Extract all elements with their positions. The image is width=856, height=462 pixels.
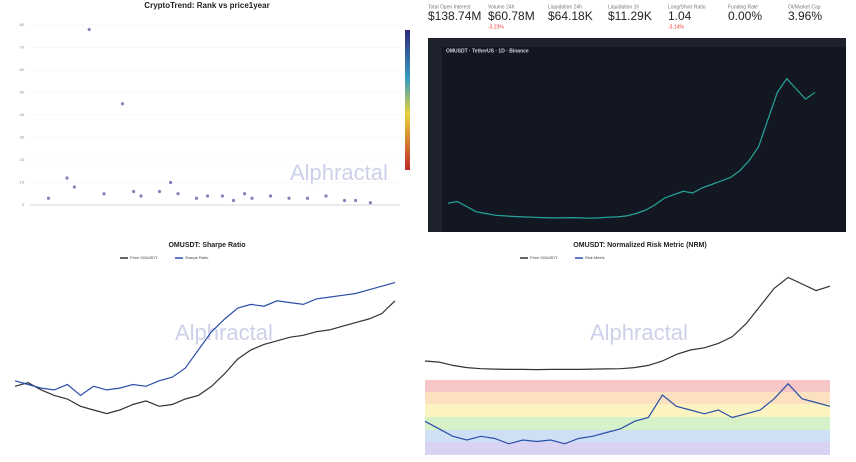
stat-value: 3.96%	[788, 9, 822, 23]
panel	[0, 0, 415, 232]
line	[447, 77, 816, 219]
y-tick-label: 20	[20, 157, 25, 162]
stat-label: Volume 24h	[488, 4, 515, 10]
point	[250, 196, 254, 200]
toolbar	[428, 38, 846, 47]
point	[206, 194, 210, 198]
stat-value: $138.74M	[428, 9, 481, 23]
watermark: Alphractal	[590, 320, 688, 345]
stat-label: Funding Rate	[728, 4, 758, 10]
point	[220, 194, 224, 198]
stat-value: 1.04	[668, 9, 692, 23]
stat-label: OI/Market Cap	[788, 4, 821, 10]
point	[139, 194, 143, 198]
y-tick-label: 30	[20, 135, 25, 140]
point	[354, 198, 358, 203]
watermark: Alphractal	[175, 320, 273, 345]
point	[46, 196, 51, 200]
chart-title: CryptoTrend: Rank vs price1year	[144, 1, 269, 10]
stat-label: Long/Short Ratio	[668, 4, 706, 10]
chart-title: OMUSDT · TetherUS · 1D · Binance	[446, 48, 529, 54]
chart-title: OMUSDT: Sharpe Ratio	[168, 242, 245, 249]
point	[132, 189, 136, 194]
line	[14, 300, 396, 415]
point	[194, 196, 199, 200]
legend-label: Risk Metric	[585, 255, 605, 260]
point	[231, 198, 236, 203]
point	[287, 196, 291, 200]
stat-value: 0.00%	[728, 9, 762, 23]
y-tick-label: 10	[20, 180, 25, 185]
stat-change: -3.23%	[488, 24, 504, 30]
legend-label: Price OMUSDT	[530, 255, 558, 260]
legend-label: Sharpe Ratio	[185, 255, 209, 260]
point	[268, 194, 273, 198]
point	[243, 192, 247, 196]
point	[169, 180, 173, 185]
line	[424, 382, 831, 445]
legend-label: Price OMUSDT	[130, 255, 158, 260]
point	[87, 27, 91, 32]
point	[324, 194, 328, 198]
line	[424, 276, 831, 371]
y-tick-label: 50	[20, 90, 25, 95]
point	[176, 192, 180, 196]
point	[72, 185, 76, 189]
stat-label: Total Open Interest	[428, 4, 471, 10]
stat-change: -3.14%	[668, 24, 684, 30]
side-toolbar	[428, 47, 442, 232]
y-tick-label: 60	[20, 67, 25, 72]
y-tick-label: 70	[20, 45, 25, 50]
watermark: Alphractal	[290, 160, 388, 185]
y-tick-label: 40	[20, 112, 25, 117]
y-tick-label: 80	[20, 22, 25, 27]
point	[102, 192, 106, 196]
stat-value: $11.29K	[608, 9, 652, 23]
dark-panel	[428, 38, 846, 232]
point	[305, 196, 310, 200]
point	[65, 176, 69, 180]
stat-value: $64.18K	[548, 9, 593, 23]
stat-label: Liquidation 24h	[548, 4, 582, 10]
point	[120, 102, 125, 106]
point	[157, 189, 162, 194]
stat-value: $60.78M	[488, 9, 535, 23]
stat-label: Liquidation 1h	[608, 4, 639, 10]
point	[368, 201, 372, 205]
colorbar	[405, 30, 410, 170]
line	[14, 282, 396, 397]
point	[342, 198, 347, 203]
y-tick-label: 0	[22, 202, 25, 207]
chart-title: OMUSDT: Normalized Risk Metric (NRM)	[573, 242, 706, 249]
risk-bands	[425, 380, 830, 455]
